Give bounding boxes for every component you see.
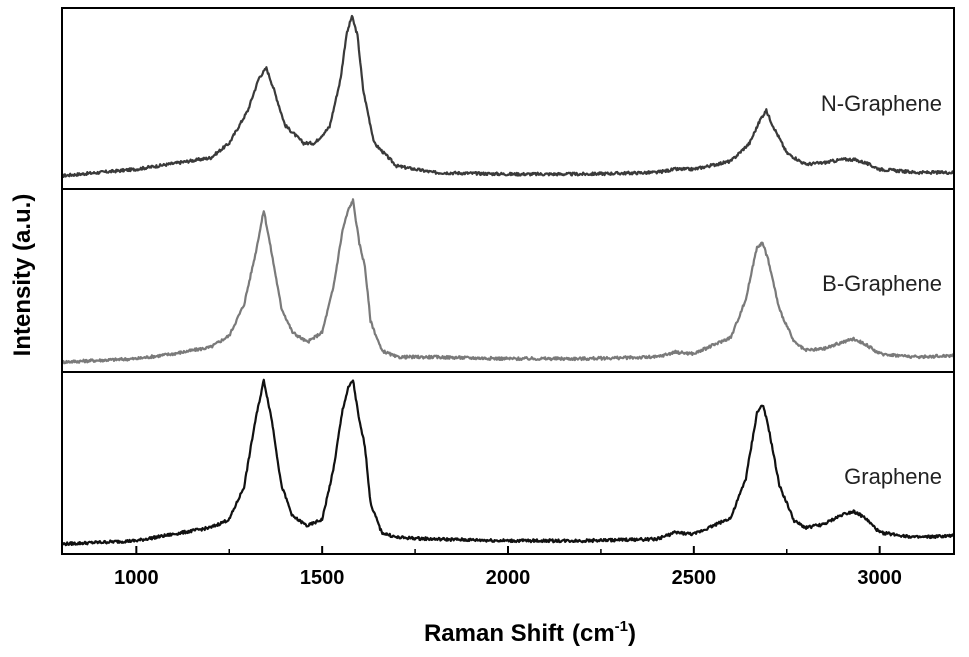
series-line-graphene	[61, 378, 955, 547]
series-label-graphene: Graphene	[844, 464, 942, 489]
x-axis-unit-close: )	[628, 620, 636, 647]
x-tick-label-1000: 1000	[114, 567, 159, 589]
series-label-n-graphene: N-Graphene	[821, 91, 942, 116]
series-line-n-graphene	[61, 14, 955, 178]
y-axis-title: Intensity (a.u.)	[9, 194, 36, 357]
x-axis-ticks: 1000 1500 2000 2500 3000	[114, 546, 902, 589]
x-axis-unit-exp: -1	[615, 618, 628, 635]
chart-panels	[60, 7, 955, 555]
x-axis-unit-base: (cm	[572, 620, 615, 647]
series-line-b-graphene	[60, 198, 955, 365]
panel-frame-2	[61, 188, 955, 373]
x-tick-label-3000: 3000	[857, 567, 902, 589]
series-labels: N-Graphene B-Graphene Graphene	[821, 91, 942, 489]
x-axis-title: Raman Shift (cm-1)	[424, 618, 636, 647]
x-tick-label-2000: 2000	[486, 567, 531, 589]
x-axis-title-text: Raman Shift	[424, 620, 564, 647]
x-tick-label-1500: 1500	[300, 567, 345, 589]
series-label-b-graphene: B-Graphene	[822, 271, 942, 296]
x-tick-label-2500: 2500	[672, 567, 717, 589]
